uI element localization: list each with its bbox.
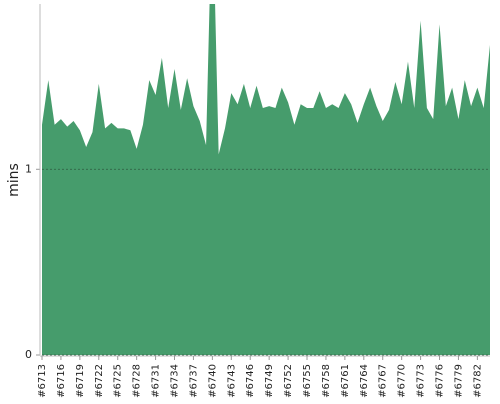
- x-tick-label: #6767: [378, 364, 389, 398]
- x-tick-label: #6719: [75, 364, 86, 398]
- x-tick-label: #6770: [397, 364, 408, 398]
- y-axis-label: mins: [6, 163, 22, 197]
- y-tick-label: 0: [25, 348, 32, 361]
- x-tick-label: #6734: [170, 364, 181, 398]
- x-tick-label: #6773: [416, 364, 427, 398]
- x-tick-label: #6752: [283, 364, 294, 398]
- x-tick-label: #6740: [207, 364, 218, 398]
- x-tick-label: #6749: [264, 364, 275, 398]
- y-tick-label: 1: [25, 162, 32, 175]
- x-tick-label: #6758: [321, 364, 332, 398]
- x-tick-label: #6746: [245, 364, 256, 398]
- x-tick-label: #6779: [453, 364, 464, 398]
- x-tick-label: #6716: [56, 364, 67, 398]
- x-tick-label: #6725: [113, 364, 124, 398]
- x-tick-label: #6731: [151, 364, 162, 398]
- x-tick-label: #6743: [226, 364, 237, 398]
- x-tick-label: #6755: [302, 364, 313, 398]
- x-tick-label: #6722: [94, 364, 105, 398]
- x-tick-label: #6782: [472, 364, 483, 398]
- x-tick-label: #6737: [188, 364, 199, 398]
- area: [42, 4, 490, 355]
- x-tick-label: #6761: [340, 364, 351, 398]
- x-tick-label: #6713: [37, 364, 48, 398]
- x-tick-label: #6728: [132, 364, 143, 398]
- x-tick-label: #6776: [435, 364, 446, 398]
- x-tick-label: #6764: [359, 364, 370, 398]
